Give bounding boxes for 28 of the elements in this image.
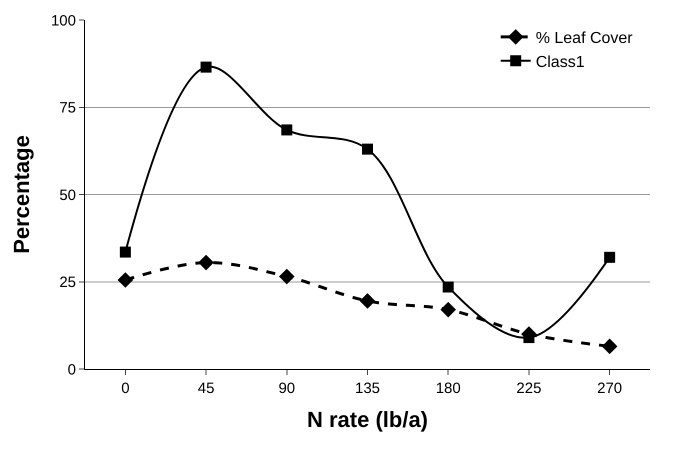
point bbox=[440, 302, 456, 318]
x-tick-label: 45 bbox=[198, 380, 214, 397]
x-tick-label: 0 bbox=[121, 380, 130, 397]
point bbox=[362, 144, 373, 155]
legend-label: % Leaf Cover bbox=[536, 30, 634, 48]
point bbox=[278, 268, 295, 284]
x-tick-label: 90 bbox=[278, 380, 296, 397]
point bbox=[360, 293, 376, 309]
point bbox=[198, 254, 214, 270]
y-tick-label: 0 bbox=[68, 361, 76, 378]
legend-label: Class1 bbox=[536, 54, 585, 71]
point bbox=[200, 62, 212, 73]
x-axis-title: N rate (lb/a) bbox=[306, 406, 428, 432]
y-tick-label: 25 bbox=[59, 274, 76, 291]
point bbox=[604, 252, 616, 263]
y-tick-label: 50 bbox=[59, 186, 76, 204]
x-tick-label: 270 bbox=[597, 380, 622, 397]
x-tick-label: 135 bbox=[354, 380, 380, 397]
point bbox=[118, 272, 134, 288]
y-axis-title: Percentage bbox=[8, 135, 34, 254]
point bbox=[120, 246, 131, 258]
y-tick-label: 75 bbox=[59, 100, 76, 116]
x-tick-label: 225 bbox=[516, 380, 542, 397]
x-tick-label: 180 bbox=[436, 380, 461, 397]
y-tick-label: 100 bbox=[50, 12, 76, 30]
point bbox=[442, 281, 454, 292]
point bbox=[281, 124, 292, 136]
point bbox=[602, 338, 618, 354]
